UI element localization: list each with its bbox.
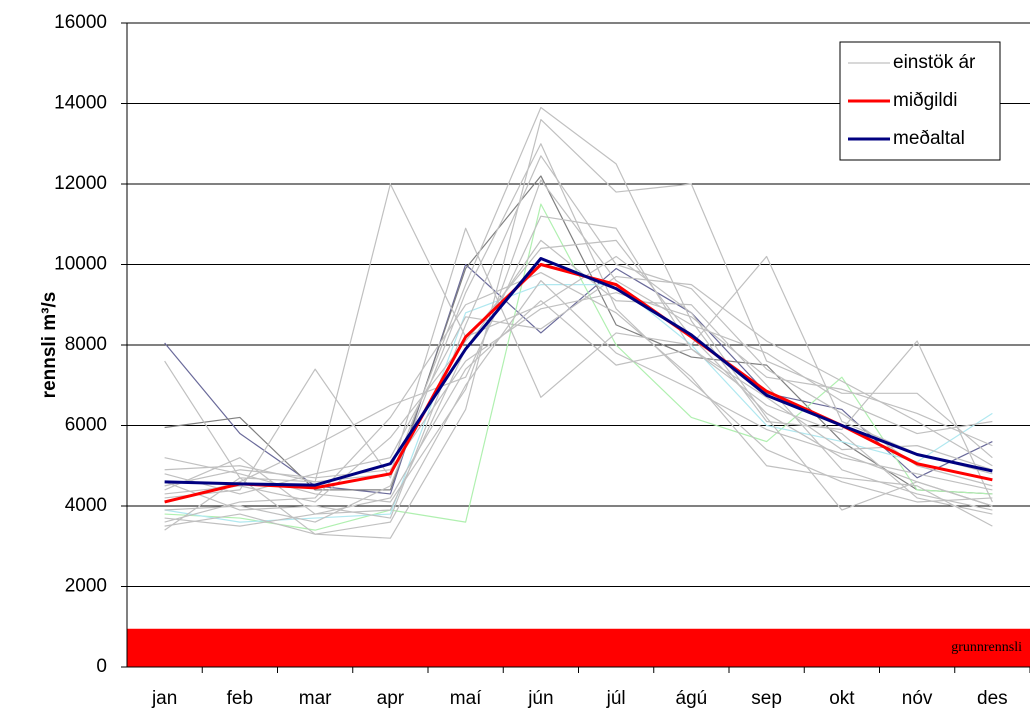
y-tick-label: 10000	[54, 254, 107, 275]
y-axis-title: rennsli m³/s	[39, 292, 60, 399]
year-line	[164, 143, 993, 523]
legend-label: einstök ár	[893, 52, 976, 73]
x-tick-label: jan	[151, 688, 177, 709]
y-tick-label: 4000	[65, 495, 107, 516]
baseflow-band	[127, 628, 1030, 667]
y-tick-label: 6000	[65, 415, 107, 436]
year-line	[164, 239, 993, 515]
year-line	[164, 155, 993, 519]
year-line	[164, 183, 993, 511]
x-tick-label: des	[977, 688, 1008, 709]
y-tick-label: 14000	[54, 93, 107, 114]
baseflow-label: grunnrennsli	[951, 640, 1022, 655]
y-tick-label: 8000	[65, 334, 107, 355]
y-tick-label: 12000	[54, 173, 107, 194]
x-tick-label: ágú	[676, 688, 708, 709]
year-line	[164, 300, 993, 527]
legend-label: meðaltal	[893, 128, 965, 149]
year-line	[164, 106, 993, 503]
year-line	[164, 175, 993, 495]
year-line	[164, 179, 993, 503]
year-line	[164, 263, 993, 495]
x-tick-label: maí	[450, 688, 482, 709]
y-tick-label: 2000	[65, 576, 107, 597]
x-tick-label: sep	[751, 688, 782, 709]
y-tick-label: 16000	[54, 12, 107, 33]
x-tick-label: jún	[527, 688, 553, 709]
year-line	[164, 239, 993, 503]
year-line	[164, 227, 993, 483]
x-tick-label: nóv	[902, 688, 933, 709]
x-tick-label: okt	[829, 688, 855, 709]
x-tick-label: apr	[377, 688, 405, 709]
year-line	[164, 275, 993, 495]
x-tick-label: júl	[606, 688, 626, 709]
year-line	[164, 271, 993, 527]
series-line	[164, 256, 993, 487]
x-tick-label: mar	[299, 688, 332, 709]
year-line	[164, 215, 993, 503]
year-line	[164, 292, 993, 487]
y-tick-label: 0	[96, 656, 107, 677]
legend-label: miðgildi	[893, 90, 957, 111]
year-line	[164, 280, 993, 535]
x-tick-label: feb	[227, 688, 253, 709]
